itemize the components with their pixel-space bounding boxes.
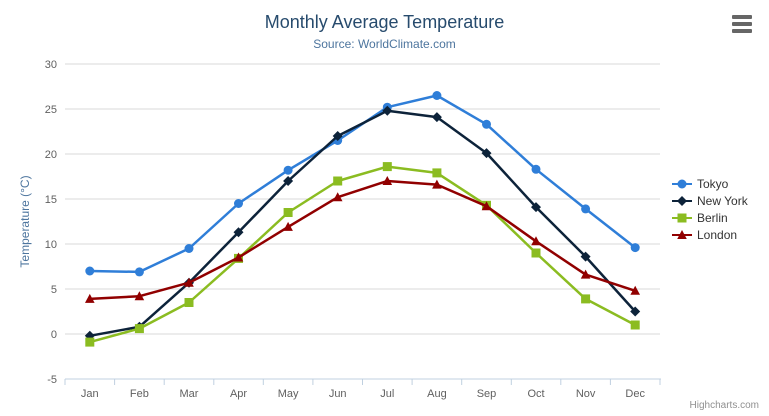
data-point-marker <box>283 221 293 231</box>
data-point-marker <box>531 236 541 246</box>
hamburger-menu-icon <box>732 15 752 19</box>
context-menu-button[interactable] <box>732 15 754 33</box>
data-point-marker <box>580 251 591 262</box>
data-point-marker <box>234 199 243 208</box>
x-axis-month-label: Jul <box>380 388 394 400</box>
legend-item-berlin[interactable]: Berlin <box>672 209 748 226</box>
x-axis-month-label: Apr <box>230 388 247 400</box>
y-axis-tick-label: -5 <box>47 374 57 386</box>
data-point-marker <box>134 267 144 277</box>
data-point-marker <box>630 285 640 295</box>
y-axis-tick-label: 20 <box>45 149 57 161</box>
hamburger-menu-icon <box>732 22 752 26</box>
chart-title: Monthly Average Temperature <box>264 12 505 32</box>
data-point-marker <box>531 164 541 174</box>
data-point-marker <box>332 131 343 141</box>
series-line <box>88 94 637 274</box>
y-axis-tick-label: 10 <box>45 239 57 251</box>
data-point-marker <box>481 201 492 211</box>
series-tokyo <box>85 91 640 277</box>
legend-label: Berlin <box>697 210 728 225</box>
x-axis-month-label: Mar <box>180 388 199 400</box>
data-point-marker <box>481 148 492 159</box>
legend-marker-icon <box>672 179 692 188</box>
y-axis-tick-label: 25 <box>45 104 57 116</box>
legend-label: Tokyo <box>697 176 729 191</box>
data-point-marker <box>85 337 95 347</box>
data-point-marker <box>184 277 194 287</box>
data-point-marker <box>630 243 640 253</box>
x-axis-month-label: Jun <box>329 388 347 400</box>
chart-subtitle: Source: WorldClimate.com <box>313 37 456 51</box>
data-point-marker <box>630 320 640 330</box>
legend-marker-symbol <box>677 179 687 188</box>
legend-marker-icon <box>672 195 692 206</box>
series-line <box>88 179 637 301</box>
series-line <box>88 165 637 344</box>
series-london <box>85 176 640 303</box>
data-point-marker <box>432 179 442 189</box>
data-point-marker <box>233 252 244 262</box>
legend-item-new-york[interactable]: New York <box>672 192 748 209</box>
data-point-marker <box>233 227 244 238</box>
series-new-york <box>84 105 641 341</box>
chart-legend: Tokyo New York Berlin London <box>672 175 748 243</box>
legend-label: New York <box>697 193 748 208</box>
legend-marker-icon <box>672 213 692 222</box>
data-point-marker <box>581 294 591 304</box>
data-point-marker <box>382 162 392 172</box>
data-point-marker <box>184 298 194 307</box>
data-point-marker <box>531 248 541 258</box>
legend-item-london[interactable]: London <box>672 226 748 243</box>
legend-label: London <box>697 227 738 242</box>
series-line <box>88 109 637 338</box>
y-axis-title: Temperature (°C) <box>18 175 32 267</box>
hamburger-menu-icon <box>732 29 752 33</box>
data-point-marker <box>184 244 194 253</box>
data-point-marker <box>482 119 491 129</box>
data-point-marker <box>85 293 95 303</box>
y-axis-tick-label: 5 <box>51 284 57 296</box>
data-point-marker <box>332 192 343 202</box>
data-point-marker <box>134 324 144 334</box>
x-axis-month-label: Jan <box>81 388 99 400</box>
data-point-marker <box>134 291 145 301</box>
data-point-marker <box>432 91 442 100</box>
legend-marker-symbol <box>677 229 687 239</box>
legend-marker-icon <box>672 229 692 239</box>
data-point-marker <box>581 204 591 214</box>
data-point-marker <box>431 112 442 123</box>
data-point-marker <box>333 176 343 186</box>
highcharts-credit[interactable]: Highcharts.com <box>689 400 759 411</box>
y-axis-tick-label: 0 <box>51 329 57 341</box>
legend-item-tokyo[interactable]: Tokyo <box>672 175 748 192</box>
data-point-marker <box>382 176 393 185</box>
x-axis-month-label: May <box>278 388 299 400</box>
x-axis-month-label: Oct <box>527 388 544 400</box>
data-point-marker <box>630 306 641 317</box>
data-point-marker <box>283 208 293 217</box>
data-point-marker <box>85 266 95 276</box>
data-point-marker <box>531 202 541 213</box>
data-point-marker <box>580 269 591 279</box>
data-point-marker <box>283 176 294 186</box>
x-axis-month-label: Sep <box>477 388 497 400</box>
y-axis-tick-label: 30 <box>45 59 57 71</box>
data-point-marker <box>382 105 393 116</box>
x-axis-month-label: Aug <box>427 388 447 400</box>
y-axis-tick-label: 15 <box>45 194 57 206</box>
data-point-marker <box>432 168 442 178</box>
x-axis-month-label: Feb <box>130 388 149 400</box>
legend-marker-symbol <box>677 195 687 206</box>
x-axis-month-label: Dec <box>625 388 645 400</box>
x-axis-month-label: Nov <box>576 388 596 400</box>
legend-marker-symbol <box>677 213 687 222</box>
data-point-marker <box>283 165 293 175</box>
